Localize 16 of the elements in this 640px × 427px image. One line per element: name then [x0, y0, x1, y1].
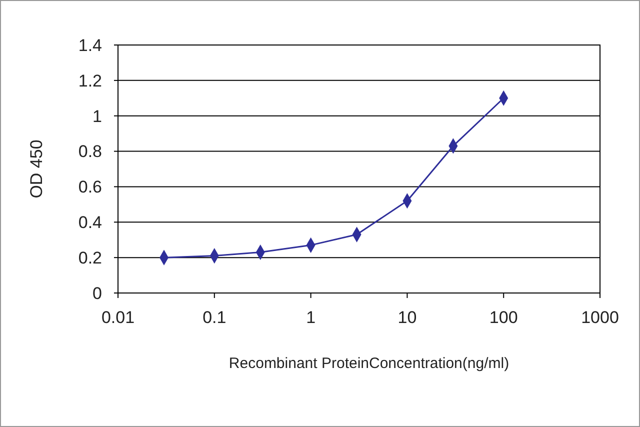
- x-axis-title: Recombinant ProteinConcentration(ng/ml): [228, 355, 510, 372]
- y-tick-label: 1: [92, 106, 102, 126]
- x-tick-label: 1: [306, 308, 316, 327]
- x-tick-label: 100: [489, 308, 518, 327]
- x-tick-label: 0.1: [202, 308, 226, 327]
- y-tick-label: 0.4: [78, 213, 102, 232]
- y-axis-title: OD 450: [27, 140, 46, 198]
- x-tick-label: 1000: [581, 308, 619, 327]
- y-tick-label: 0.8: [78, 142, 102, 162]
- y-tick-label: 1.2: [78, 71, 102, 90]
- y-tick-label: 1.4: [78, 36, 102, 55]
- x-tick-label: 0.01: [101, 308, 135, 327]
- y-tick-label: 0.6: [78, 178, 102, 197]
- x-tick-label: 10: [398, 308, 417, 327]
- y-tick-label: 0: [92, 284, 102, 303]
- y-tick-label: 0.2: [78, 248, 102, 268]
